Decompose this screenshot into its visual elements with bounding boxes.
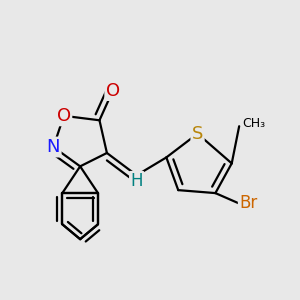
Text: S: S	[192, 125, 203, 143]
Text: CH₃: CH₃	[242, 117, 265, 130]
Text: Br: Br	[239, 194, 257, 212]
Text: H: H	[130, 172, 143, 190]
Text: O: O	[57, 107, 71, 125]
Text: O: O	[106, 82, 120, 100]
Text: N: N	[47, 138, 60, 156]
